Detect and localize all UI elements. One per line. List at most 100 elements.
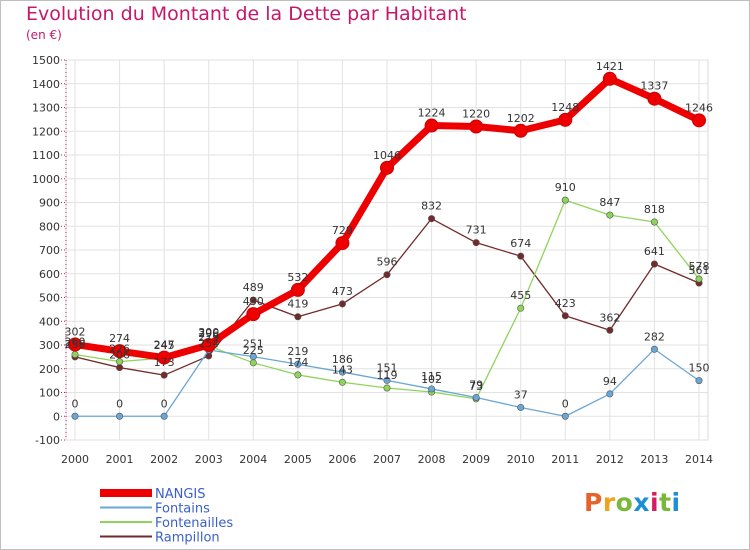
data-label-fontenailles: 119	[377, 369, 398, 382]
data-label-rampillon: 731	[466, 224, 487, 237]
data-point-fontains	[294, 360, 302, 368]
data-label-fontains: 151	[377, 361, 398, 374]
data-label-nangis: 1246	[685, 101, 713, 114]
data-label-fontains: 219	[287, 345, 308, 358]
series-lines	[68, 71, 706, 420]
data-point-nangis	[647, 91, 662, 106]
data-label-fontains: 186	[332, 353, 353, 366]
legend-label-fontenailles: Fontenailles	[155, 516, 233, 531]
chart-subtitle: (en €)	[26, 28, 62, 42]
data-point-rampillon	[338, 300, 346, 308]
data-point-fontains	[650, 345, 658, 353]
data-point-fontains	[338, 368, 346, 376]
data-point-fontains	[383, 376, 391, 384]
data-label-fontains: 0	[116, 397, 123, 410]
data-label-nangis: 1421	[596, 60, 624, 73]
data-point-nangis	[558, 112, 573, 127]
chart-title: Evolution du Montant de la Dette par Hab…	[26, 3, 467, 25]
data-point-rampillon	[561, 312, 569, 320]
data-labels: 258 206 173 254 489 419 473 596 832 731 674 423 362 6…	[65, 60, 714, 410]
y-tick-label: 600	[39, 268, 60, 281]
data-point-fontenailles	[517, 304, 525, 312]
data-label-fontains: 94	[603, 375, 617, 388]
data-point-nangis	[157, 350, 172, 365]
data-label-nangis: 1046	[373, 149, 401, 162]
y-tick-label: 200	[39, 363, 60, 376]
data-point-fontains	[472, 393, 480, 401]
y-tick-label: 100	[39, 387, 60, 400]
data-point-nangis	[290, 282, 305, 297]
legend-label-rampillon: Rampillon	[155, 531, 220, 546]
data-label-fontenailles: 260	[65, 336, 86, 349]
data-label-fontains: 150	[689, 362, 710, 375]
data-label-nangis: 1248	[551, 101, 579, 114]
data-point-nangis	[602, 71, 617, 86]
data-label-fontenailles: 818	[644, 203, 665, 216]
data-label-nangis: 430	[243, 295, 264, 308]
data-label-fontenailles: 910	[555, 181, 576, 194]
data-label-nangis: 1220	[462, 108, 490, 121]
x-tick-label: 2007	[373, 453, 401, 466]
y-tick-label: -100	[35, 434, 60, 447]
data-label-rampillon: 206	[109, 349, 130, 362]
data-label-nangis: 1202	[507, 112, 535, 125]
data-point-nangis	[692, 113, 706, 128]
y-tick-label: 0	[53, 410, 60, 423]
data-point-fontains	[517, 403, 525, 411]
legend-label-nangis: NANGIS	[155, 487, 206, 502]
data-point-rampillon	[249, 296, 257, 304]
x-tick-label: 2002	[150, 453, 178, 466]
data-point-nangis	[380, 160, 394, 175]
data-label-nangis: 274	[109, 332, 130, 345]
x-tick-label: 2009	[462, 453, 490, 466]
data-point-fontains	[71, 412, 79, 420]
data-label-rampillon: 258	[65, 338, 86, 351]
data-point-rampillon	[116, 364, 124, 372]
y-tick-label: 700	[39, 244, 60, 257]
data-point-fontenailles	[71, 350, 79, 358]
data-point-nangis	[112, 344, 127, 359]
y-tick-label: 1500	[32, 54, 60, 67]
x-tick-label: 2011	[551, 453, 579, 466]
data-point-fontenailles	[650, 218, 658, 226]
y-tick-label: 300	[39, 339, 60, 352]
data-point-rampillon	[472, 239, 480, 247]
data-label-fontains: 115	[421, 370, 442, 383]
data-point-nangis	[469, 119, 484, 134]
data-label-nangis: 247	[154, 339, 175, 352]
y-tick-label: 1400	[32, 78, 60, 91]
data-label-rampillon: 674	[510, 237, 531, 250]
data-point-fontenailles	[561, 196, 569, 204]
data-label-fontains: 279	[198, 331, 219, 344]
data-label-fontains: 79	[469, 378, 483, 391]
data-label-rampillon: 641	[644, 245, 665, 258]
data-label-rampillon: 832	[421, 200, 442, 213]
data-label-rampillon: 473	[332, 285, 353, 298]
legend-label-fontains: Fontains	[155, 502, 210, 517]
x-tick-label: 2006	[328, 453, 356, 466]
data-point-fontenailles	[249, 359, 257, 367]
y-tick-label: 1300	[32, 102, 60, 115]
data-point-nangis	[246, 307, 261, 322]
y-tick-label: 1200	[32, 125, 60, 138]
data-label-fontains: 37	[514, 388, 528, 401]
data-label-fontenailles: 455	[510, 289, 531, 302]
y-tick-label: 500	[39, 292, 60, 305]
data-point-rampillon	[650, 260, 658, 268]
data-label-fontenailles: 296	[198, 327, 219, 340]
data-point-rampillon	[428, 215, 436, 223]
data-label-nangis: 532	[287, 271, 308, 284]
data-label-nangis: 729	[332, 224, 353, 237]
data-label-rampillon: 254	[198, 337, 219, 350]
y-tick-label: 1100	[32, 149, 60, 162]
x-tick-label: 2014	[685, 453, 713, 466]
data-point-nangis	[335, 236, 350, 251]
data-label-rampillon: 561	[689, 264, 710, 277]
data-point-rampillon	[160, 371, 168, 379]
data-point-rampillon	[517, 252, 525, 260]
y-tick-label: 1000	[32, 173, 60, 186]
data-label-fontains: 0	[72, 397, 79, 410]
data-point-nangis	[201, 338, 216, 352]
data-label-fontenailles: 102	[421, 373, 442, 386]
